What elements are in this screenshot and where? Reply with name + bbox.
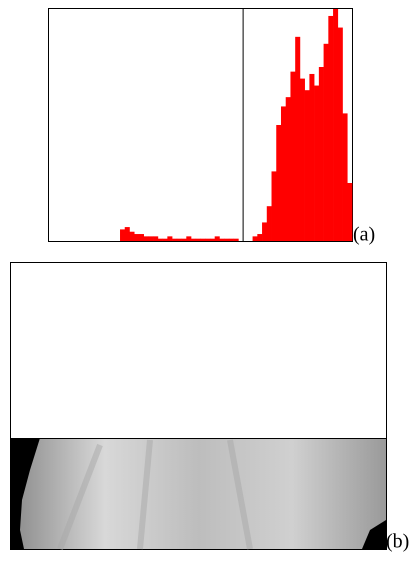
panel-label: (a) [353,224,375,246]
histogram-bar [200,238,206,241]
histogram-bar [262,222,268,241]
histogram-bar [257,234,263,241]
histogram-bar [299,78,305,241]
histogram-bar [290,71,296,241]
histogram-bar [285,97,291,241]
road-image [11,438,386,549]
histogram-bar [266,206,272,241]
histogram-bar [214,236,220,241]
histogram-bar [224,238,230,241]
histogram-bar [134,234,140,241]
histogram-bar [143,236,149,241]
histogram-bar [162,238,168,241]
histogram-bar [205,238,211,241]
histogram-bar [304,90,310,241]
histogram-bar [337,27,343,242]
histogram-bar [124,227,130,241]
histogram-bar [138,234,144,241]
histogram-bar [228,238,234,241]
road-texture [57,439,253,551]
histogram-bar [342,113,348,241]
histogram-bar [233,238,239,241]
histogram-bar [172,238,178,241]
histogram-bar [153,236,159,241]
histogram-bar [219,238,225,241]
black-corner [11,438,40,549]
histogram-bar [191,238,197,241]
histogram-bar [167,236,173,241]
histogram-bar [252,236,258,241]
histogram-bar [280,106,287,241]
panel-label: (b) [386,531,409,553]
black-corner [362,520,386,549]
histogram-bar [157,238,163,241]
histogram-bar [328,15,334,241]
histogram-bar [309,73,315,242]
histogram-bar [314,85,320,241]
histogram-bar [186,236,192,241]
histogram-bar [148,236,154,241]
histogram-bar [129,231,135,241]
histogram-bar [323,43,329,241]
histogram-bar [333,9,339,241]
histogram-bar [347,183,353,241]
histogram-bar [295,36,301,242]
histogram-bar [176,238,182,241]
histogram-bar [318,67,324,241]
histogram-bar [276,125,282,241]
histogram-bar [120,229,126,241]
histogram-bar [271,171,277,241]
histogram [120,9,353,242]
histogram-bar [181,238,187,241]
histogram-bar [195,238,201,241]
histogram-bar [209,238,216,241]
